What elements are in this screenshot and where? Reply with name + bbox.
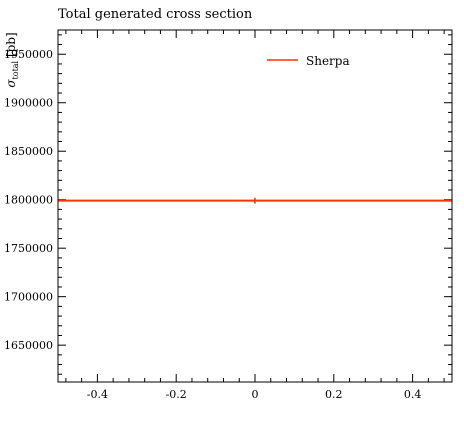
axis-ticks: 1650000 1700000 1750000 1800000 1850000 19000… xyxy=(4,30,452,401)
plot-frame xyxy=(57,29,453,383)
y-tick-label: 1700000 xyxy=(4,291,53,304)
x-tick-label: 0 xyxy=(252,388,259,401)
plot-series xyxy=(58,197,452,204)
chart-title: Total generated cross section xyxy=(58,7,253,22)
y-axis-label: σtotal [pb] xyxy=(4,32,20,87)
y-tick-label: 1950000 xyxy=(4,48,53,61)
y-tick-label: 1650000 xyxy=(4,339,53,352)
y-tick-label: 1750000 xyxy=(4,242,53,255)
x-tick-label: -0.2 xyxy=(166,388,187,401)
y-tick-label: 1900000 xyxy=(4,97,53,110)
svg-text:σtotal [pb]: σtotal [pb] xyxy=(4,32,20,87)
legend: Sherpa xyxy=(267,54,350,68)
x-tick-label: 0.4 xyxy=(404,388,422,401)
x-tick-label: -0.4 xyxy=(87,388,108,401)
legend-label-sherpa: Sherpa xyxy=(306,54,350,68)
y-tick-label: 1800000 xyxy=(4,194,53,207)
x-tick-label: 0.2 xyxy=(325,388,343,401)
y-tick-label: 1850000 xyxy=(4,145,53,158)
